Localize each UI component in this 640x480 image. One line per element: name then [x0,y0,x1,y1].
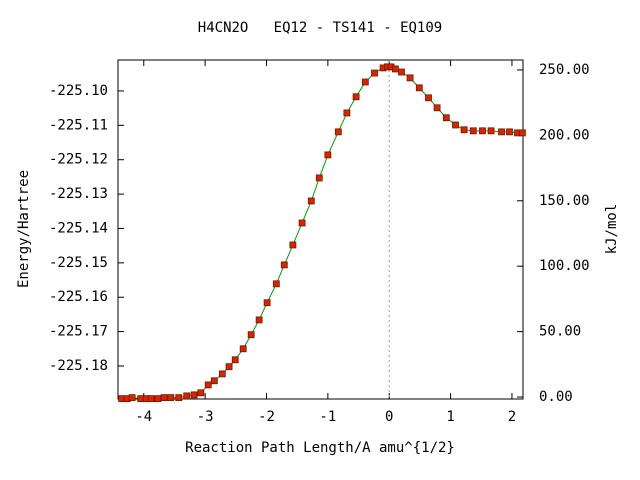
point [452,121,459,129]
point [307,197,315,205]
x-tick-label: -3 [197,409,214,425]
point [298,219,306,227]
point [225,363,233,371]
y2-axis-label: kJ/mol [604,204,620,255]
point [425,94,432,102]
y-tick-label: -225.11 [49,117,108,133]
point [160,394,168,402]
y-tick-label: -225.14 [49,220,108,236]
x-tick-label: 1 [446,409,454,425]
point [506,128,513,136]
point [272,280,280,288]
point [289,241,297,249]
y2-tick-label: 200.00 [539,127,590,143]
point [255,316,263,324]
point [398,68,405,76]
point [371,69,378,77]
point [479,127,486,135]
point [315,174,323,182]
point [190,391,198,399]
point [406,74,414,82]
chart-title: H4CN2O EQ12 - TS141 - EQ109 [198,20,442,36]
y2-tick-label: 100.00 [539,258,590,274]
point [415,84,423,92]
point [247,331,255,339]
y-tick-label: -225.18 [49,358,108,374]
point [128,394,136,402]
point [433,104,441,112]
x-tick-label: -4 [135,409,152,425]
point [231,356,239,364]
point [334,128,342,136]
point [263,299,271,307]
plot-frame [117,59,524,400]
point [352,93,360,101]
x-tick-label: -2 [258,409,275,425]
energy-line [121,66,523,400]
point [118,395,126,403]
y2-tick-label: 150.00 [539,193,590,209]
point [343,109,351,117]
point [487,127,495,135]
point [137,395,145,403]
point [218,370,226,378]
point [239,345,247,353]
point [442,114,450,122]
point [183,392,191,400]
y-tick-label: -225.13 [49,186,108,202]
point [204,381,212,389]
x-tick-label: -1 [319,409,336,425]
point [167,394,175,402]
point [147,395,155,403]
y-tick-label: -225.12 [49,152,108,168]
y-tick-label: -225.17 [49,324,108,340]
y2-tick-label: 0.00 [539,389,573,405]
point [460,126,468,134]
x-tick-label: 0 [385,409,393,425]
y2-tick-label: 50.00 [539,324,581,340]
point [324,151,332,159]
point [210,377,218,385]
x-tick-label: 2 [508,409,516,425]
point [197,389,205,397]
y-axis-label: Energy/Hartree [16,170,32,288]
point [361,78,369,86]
point [154,395,162,403]
point [469,127,477,135]
point [391,65,399,73]
point [518,129,526,137]
point [498,128,505,136]
y2-tick-label: 250.00 [539,62,590,78]
y-tick-label: -225.10 [49,83,108,99]
y-tick-label: -225.15 [49,255,108,271]
x-axis-label: Reaction Path Length/A amu^{1/2} [185,440,455,456]
point [175,394,183,402]
y-tick-label: -225.16 [49,289,108,305]
point [280,261,288,269]
